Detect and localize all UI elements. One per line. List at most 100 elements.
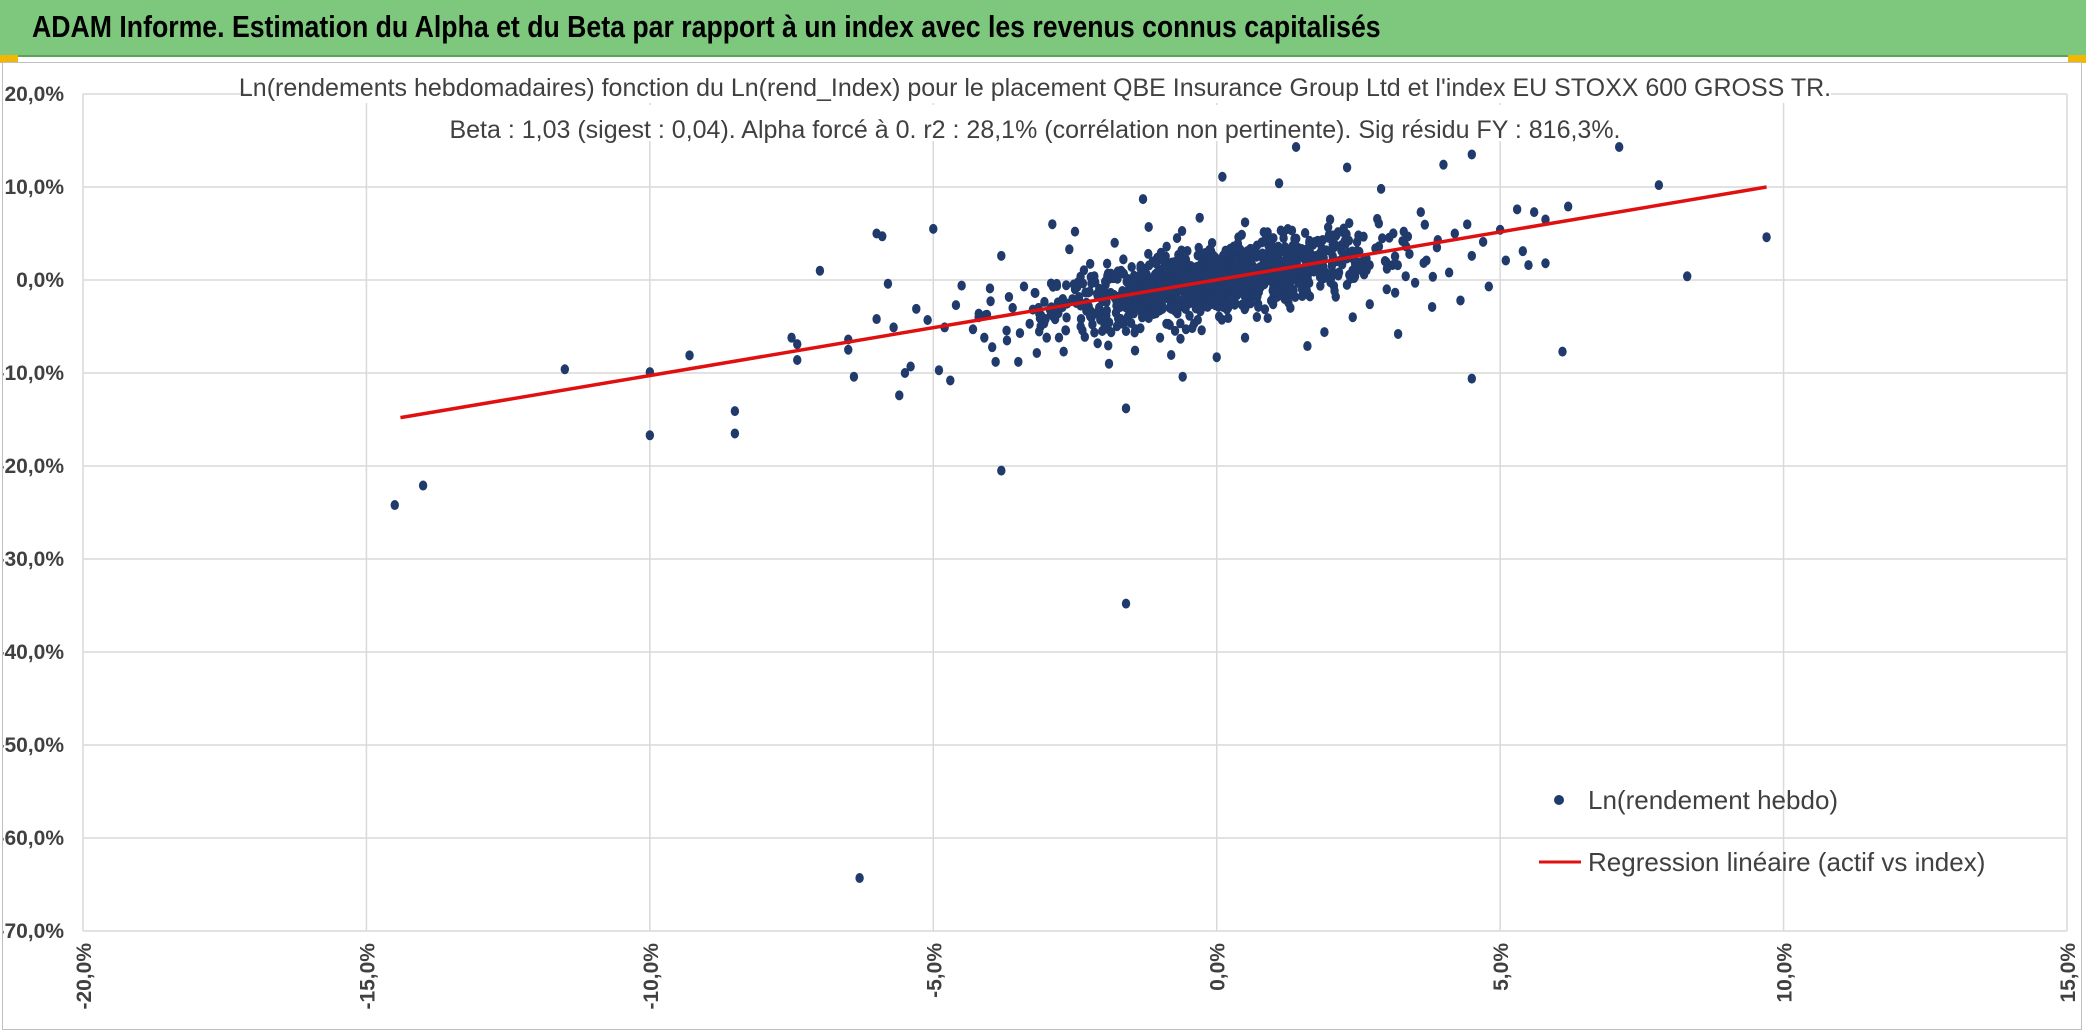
data-point — [1260, 304, 1270, 315]
regression-line — [400, 185, 1767, 420]
data-point — [849, 371, 859, 382]
data-point — [923, 314, 932, 325]
data-point — [1163, 275, 1172, 286]
data-point — [934, 365, 944, 376]
data-point — [872, 314, 881, 325]
data-point — [1240, 332, 1250, 343]
data-point — [1166, 350, 1176, 361]
data-point — [878, 231, 887, 242]
data-point — [1174, 262, 1184, 273]
data-point — [1144, 260, 1154, 271]
data-point — [1214, 265, 1224, 276]
legend: Ln(rendement hebdo) Regression linéaire … — [1539, 785, 1985, 877]
data-point — [906, 361, 915, 372]
data-point — [1222, 296, 1232, 307]
data-point — [1065, 244, 1074, 255]
data-point — [793, 339, 802, 350]
y-tick-label: 20,0% — [4, 83, 64, 106]
data-point — [1312, 237, 1321, 248]
data-point — [1258, 250, 1267, 261]
x-tick-label: -15,0% — [356, 943, 379, 1010]
data-point — [997, 465, 1006, 476]
y-tick-labels: 20,0% 10,0% 0,0% -10,0% -20,0% -30,0% -40,0% -5… — [0, 83, 64, 943]
data-point — [1126, 318, 1136, 329]
data-point — [1085, 286, 1094, 297]
data-point — [1214, 284, 1223, 295]
data-point — [980, 332, 989, 343]
data-point — [1052, 280, 1062, 291]
data-point — [1121, 403, 1131, 414]
data-point — [889, 322, 898, 333]
data-point — [1136, 323, 1145, 334]
data-point — [418, 480, 428, 491]
data-point — [1218, 171, 1227, 182]
data-point — [1334, 270, 1343, 281]
data-point — [1324, 232, 1334, 243]
data-point — [1170, 325, 1180, 336]
data-point — [1062, 280, 1071, 291]
data-point — [1221, 247, 1230, 258]
data-point — [1204, 254, 1213, 265]
data-point — [1252, 312, 1262, 323]
y-tick-label: -30,0% — [3, 548, 64, 571]
data-point — [1138, 194, 1148, 205]
data-point — [991, 356, 1000, 367]
data-point — [1365, 260, 1374, 271]
legend-label-regression: Regression linéaire (actif vs index) — [1588, 847, 1985, 877]
data-point — [1102, 305, 1112, 316]
data-point — [1347, 246, 1357, 257]
data-point — [1130, 303, 1140, 314]
data-point — [1243, 246, 1252, 257]
data-point — [1136, 263, 1145, 274]
data-point — [1002, 325, 1011, 336]
data-point — [1428, 271, 1438, 282]
corner-marker-right — [2068, 55, 2086, 63]
data-point — [1450, 228, 1459, 239]
data-point — [1185, 271, 1194, 282]
data-point — [793, 354, 802, 365]
data-point — [1106, 327, 1116, 338]
data-point — [1289, 285, 1298, 296]
data-point — [1058, 293, 1068, 304]
data-point — [1103, 271, 1112, 282]
data-point — [951, 300, 961, 311]
data-point — [1085, 258, 1095, 269]
data-point — [1378, 233, 1387, 244]
data-point — [1365, 299, 1374, 310]
chart-titles: Ln(rendements hebdomadaires) fonction du… — [239, 67, 1831, 144]
data-point — [1059, 346, 1068, 357]
data-point — [1305, 235, 1314, 246]
data-point — [1015, 328, 1025, 339]
data-point — [1283, 268, 1292, 279]
data-point — [1323, 222, 1333, 233]
data-point — [1342, 162, 1352, 173]
data-point — [1390, 287, 1400, 298]
data-point — [1340, 236, 1349, 247]
data-point — [1195, 303, 1204, 314]
data-point — [974, 308, 983, 319]
data-point — [1374, 241, 1384, 252]
data-point — [1376, 183, 1386, 194]
data-point — [1098, 326, 1107, 337]
data-point — [1524, 260, 1533, 271]
data-point — [1170, 299, 1180, 310]
data-point — [1330, 285, 1339, 296]
data-point — [1410, 277, 1420, 288]
data-point — [1155, 332, 1165, 343]
data-point — [1146, 298, 1155, 309]
data-point — [855, 872, 864, 883]
data-point — [1541, 258, 1550, 269]
data-point — [1320, 271, 1330, 282]
data-point — [1222, 304, 1232, 315]
data-point — [1076, 313, 1086, 324]
data-point — [1273, 250, 1282, 261]
data-point — [1014, 356, 1023, 367]
y-tick-label: 10,0% — [4, 176, 64, 199]
data-point — [1019, 281, 1029, 292]
data-point — [645, 430, 655, 441]
data-point — [1269, 233, 1278, 244]
data-point — [1274, 178, 1284, 189]
data-point — [1127, 261, 1136, 272]
data-point — [1113, 273, 1122, 284]
data-point — [1193, 250, 1202, 261]
